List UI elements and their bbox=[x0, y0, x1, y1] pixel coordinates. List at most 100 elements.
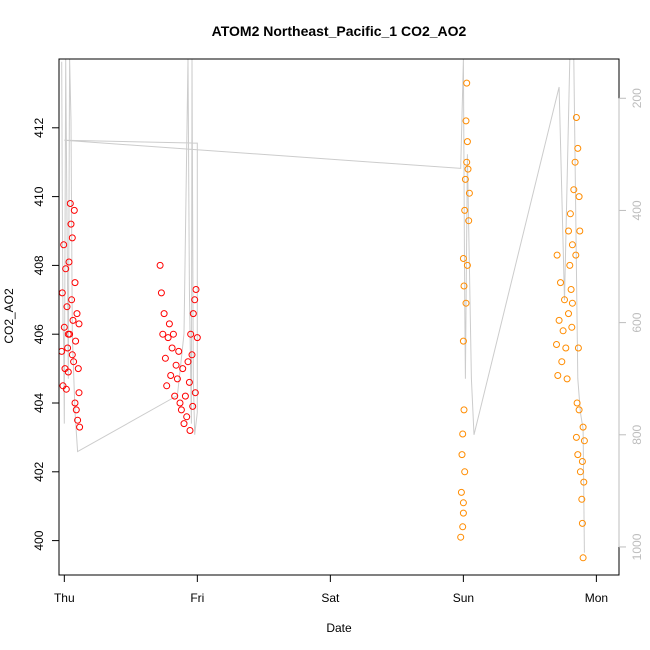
data-point-s1-45 bbox=[173, 375, 181, 383]
data-point-s1-61 bbox=[191, 389, 199, 397]
data-point-s2-21 bbox=[465, 189, 473, 197]
data-point-s1-13 bbox=[66, 200, 74, 207]
data-point-s1-9 bbox=[64, 344, 72, 352]
data-point-s1-28 bbox=[75, 320, 83, 328]
data-point-s1-59 bbox=[192, 286, 200, 293]
data-point-s1-60 bbox=[193, 334, 201, 342]
data-point-s1-24 bbox=[74, 416, 82, 424]
data-point-s2-3 bbox=[459, 430, 467, 438]
x-tick-label-mon: Mon bbox=[585, 591, 608, 605]
data-point-s2-35 bbox=[568, 241, 576, 249]
data-point-s2-18 bbox=[461, 468, 469, 476]
data-point-s1-23 bbox=[73, 310, 81, 318]
data-point-s1-17 bbox=[69, 316, 77, 324]
y-axis-label: CO2_AO2 bbox=[2, 288, 16, 344]
data-point-s2-43 bbox=[573, 399, 581, 407]
data-point-s2-42 bbox=[574, 344, 582, 352]
data-point-s1-46 bbox=[175, 347, 183, 355]
chart-title: ATOM2 Northeast_Pacific_1 CO2_AO2 bbox=[212, 23, 467, 39]
data-point-s2-44 bbox=[572, 433, 580, 441]
data-point-s2-58 bbox=[565, 227, 572, 235]
data-point-s2-16 bbox=[463, 261, 471, 269]
y2-tick-label-400: 400 bbox=[630, 200, 644, 220]
data-point-s2-51 bbox=[580, 478, 588, 486]
data-point-s1-30 bbox=[68, 351, 76, 359]
y-tick-label-404: 404 bbox=[32, 393, 46, 413]
data-point-s2-24 bbox=[557, 279, 564, 287]
data-point-s1-35 bbox=[160, 310, 168, 318]
data-point-s2-33 bbox=[567, 286, 575, 293]
data-point-s1-55 bbox=[187, 330, 195, 338]
data-point-s1-16 bbox=[68, 234, 76, 242]
data-point-s1-42 bbox=[169, 330, 177, 338]
data-point-s1-63 bbox=[186, 427, 194, 434]
data-point-s2-27 bbox=[561, 296, 568, 304]
data-point-s2-59 bbox=[568, 299, 576, 307]
y-tick-label-408: 408 bbox=[32, 255, 46, 275]
data-point-s1-19 bbox=[70, 206, 78, 214]
data-point-s1-47 bbox=[176, 399, 184, 407]
data-point-s2-60 bbox=[572, 251, 580, 259]
data-point-s1-20 bbox=[71, 399, 79, 407]
data-point-s2-54 bbox=[578, 458, 586, 465]
secondary-line-path bbox=[61, 59, 585, 553]
data-point-s1-39 bbox=[165, 320, 173, 328]
data-point-s1-36 bbox=[161, 354, 169, 362]
y2-tick-label-800: 800 bbox=[630, 424, 644, 444]
data-point-s1-6 bbox=[62, 265, 70, 273]
data-point-s2-6 bbox=[459, 337, 467, 345]
data-point-s1-50 bbox=[180, 420, 188, 428]
data-point-s1-40 bbox=[167, 372, 175, 379]
data-point-s2-22 bbox=[463, 158, 471, 166]
data-point-s1-29 bbox=[71, 279, 79, 287]
data-point-s2-19 bbox=[459, 499, 467, 507]
data-point-s1-14 bbox=[67, 220, 75, 228]
data-point-s2-23 bbox=[555, 316, 563, 324]
data-point-s1-52 bbox=[183, 413, 191, 421]
x-tick-label-thu: Thu bbox=[54, 591, 75, 605]
data-point-s2-0 bbox=[457, 533, 465, 541]
data-point-s2-12 bbox=[463, 79, 471, 87]
data-point-s2-4 bbox=[459, 509, 467, 517]
data-point-s2-28 bbox=[562, 344, 570, 352]
data-point-s1-18 bbox=[70, 358, 78, 366]
data-point-s2-47 bbox=[576, 468, 584, 476]
data-point-s1-7 bbox=[62, 385, 70, 393]
data-point-s2-45 bbox=[574, 451, 582, 459]
y-tick-label-402: 402 bbox=[32, 461, 46, 481]
data-point-s2-14 bbox=[464, 165, 472, 173]
data-points bbox=[59, 79, 588, 562]
data-point-s2-11 bbox=[462, 117, 470, 125]
y2-tick-label-1000: 1000 bbox=[630, 533, 644, 560]
data-point-s1-21 bbox=[72, 337, 80, 345]
data-point-s2-46 bbox=[575, 406, 583, 414]
data-point-s1-8 bbox=[63, 303, 71, 311]
data-point-s2-55 bbox=[553, 341, 560, 348]
data-point-s1-57 bbox=[189, 310, 197, 318]
data-point-s1-53 bbox=[184, 358, 192, 366]
secondary-series-line bbox=[61, 59, 585, 553]
data-point-s1-0 bbox=[59, 347, 66, 355]
x-tick-label-fri: Fri bbox=[190, 591, 204, 605]
data-point-s2-37 bbox=[571, 158, 579, 166]
data-point-s2-8 bbox=[459, 255, 467, 262]
data-point-s2-26 bbox=[559, 327, 567, 335]
data-point-s2-31 bbox=[566, 261, 574, 269]
data-point-s1-3 bbox=[60, 241, 68, 249]
data-point-s2-56 bbox=[553, 251, 561, 259]
data-point-s1-43 bbox=[171, 392, 179, 400]
data-point-s1-51 bbox=[181, 392, 189, 400]
data-point-s2-9 bbox=[461, 206, 469, 214]
data-point-s1-54 bbox=[185, 378, 193, 386]
data-point-s1-37 bbox=[163, 382, 171, 390]
data-point-s1-26 bbox=[75, 389, 83, 397]
data-point-s1-32 bbox=[156, 261, 164, 269]
y-tick-label-412: 412 bbox=[32, 117, 46, 137]
x-tick-label-sun: Sun bbox=[453, 591, 474, 605]
data-point-s2-40 bbox=[575, 193, 583, 201]
data-point-s2-30 bbox=[565, 310, 572, 318]
data-point-s2-34 bbox=[568, 323, 576, 331]
data-point-s2-32 bbox=[566, 210, 574, 218]
data-point-s1-15 bbox=[68, 296, 76, 304]
